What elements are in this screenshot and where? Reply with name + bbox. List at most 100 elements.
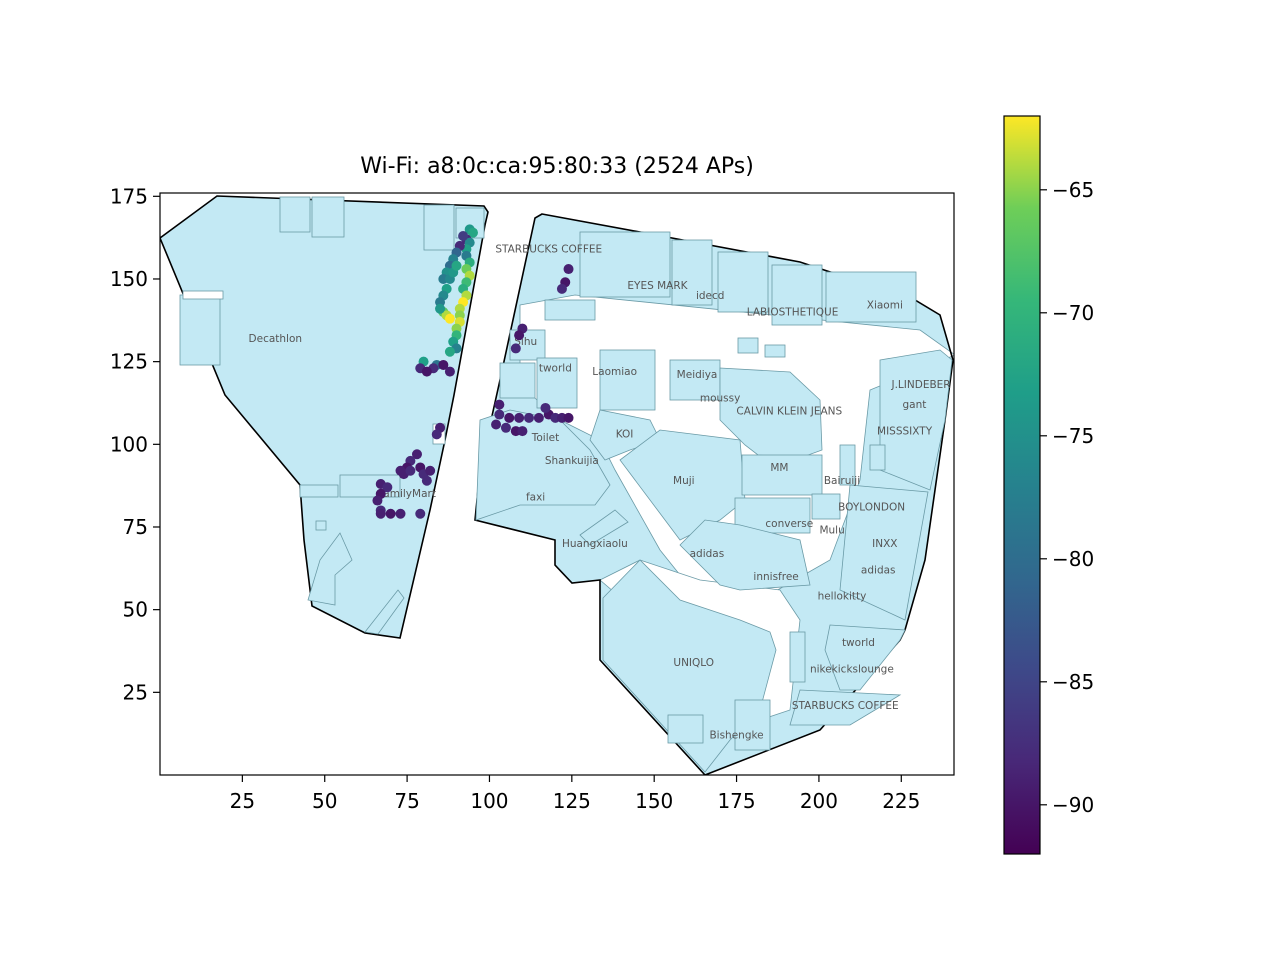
wifi-point (467, 227, 478, 238)
shop-unit (811, 493, 841, 520)
corridor (182, 290, 224, 300)
shop-unit (771, 264, 823, 326)
shop-unit (839, 444, 856, 486)
wifi-point (421, 366, 432, 377)
shop-label: adidas (861, 564, 896, 576)
shop-unit (741, 454, 823, 496)
shop-label: faxi (526, 492, 545, 504)
colorbar: −65 −70 −75 −80 −85 −90 (1003, 115, 1094, 855)
shop-unit (764, 344, 786, 358)
shop-unit (599, 349, 656, 411)
y-tick-label: 150 (110, 267, 148, 291)
shop-label: gant (903, 399, 927, 411)
wifi-point (514, 330, 525, 341)
shop-unit (179, 294, 221, 366)
x-tick-label: 75 (394, 789, 419, 813)
wifi-point-layer (372, 224, 574, 519)
y-tick-label: 75 (123, 515, 148, 539)
map-area: STARBUCKS COFFEE EYES MARK idecd LABIOSTHET… (160, 195, 954, 775)
wifi-point (385, 508, 396, 519)
wifi-point (372, 495, 383, 506)
shop-unit (364, 589, 405, 635)
wifi-point (425, 465, 436, 476)
shop-unit (619, 429, 746, 541)
shop-unit (667, 714, 704, 744)
shop-label: LABIOSTHETIQUE (747, 306, 839, 318)
shop-unit (869, 444, 886, 471)
shop-label: Shankuijia (545, 455, 599, 467)
shop-label: KOI (616, 429, 634, 441)
y-tick-label: 100 (110, 432, 148, 456)
shop-label: Huangxiaolu (562, 538, 628, 550)
shop-unit (536, 357, 578, 409)
shop-unit (717, 251, 769, 313)
wifi-point (411, 449, 422, 460)
shop-label: MISSSIXTY (877, 425, 933, 437)
shop-unit (734, 699, 771, 751)
wifi-point (458, 230, 469, 241)
wifi-point (540, 402, 551, 413)
shop-label: moussy (700, 392, 740, 404)
shop-unit (307, 532, 353, 606)
shop-label: STARBUCKS COFFEE (495, 244, 602, 256)
shop-label: MM (770, 462, 788, 474)
wifi-point (415, 508, 426, 519)
wifi-point (438, 359, 449, 370)
x-tick-label: 50 (312, 789, 337, 813)
left-building-outline (160, 195, 489, 639)
shop-unit (589, 409, 661, 461)
chart-title: Wi-Fi: a8:0c:ca:95:80:33 (2524 APs) (360, 154, 754, 179)
wifi-point (444, 366, 455, 377)
wifi-point (395, 508, 406, 519)
wifi-point (491, 419, 502, 430)
shop-unit (789, 689, 902, 726)
wifi-point (510, 343, 521, 354)
shop-unit (824, 624, 906, 691)
wifi-point (563, 264, 574, 275)
shop-unit (737, 337, 759, 354)
shop-unit (825, 271, 917, 323)
colorbar-tick-label: −80 (1052, 547, 1094, 571)
shop-unit (579, 509, 629, 546)
plot-frame (159, 192, 955, 776)
wifi-point (494, 399, 505, 410)
shop-label-layer: STARBUCKS COFFEE EYES MARK idecd LABIOSTHET… (249, 244, 951, 742)
x-tick-label: 125 (553, 789, 591, 813)
shop-label: hellokitty (818, 591, 867, 603)
shop-unit (679, 519, 811, 591)
x-tick-label: 175 (717, 789, 755, 813)
wifi-point (444, 313, 455, 324)
x-tick-label: 200 (800, 789, 838, 813)
shop-label: Toilet (531, 432, 559, 444)
shop-unit (279, 196, 311, 233)
wifi-point (500, 422, 511, 433)
shop-unit (669, 359, 721, 401)
shop-unit (839, 484, 929, 621)
wifi-point (451, 260, 462, 271)
shop-label: tworld (539, 363, 572, 375)
shop-unit (299, 484, 339, 498)
shop-label: EYES MARK (627, 280, 688, 292)
right-building (474, 213, 954, 775)
x-tick-label: 100 (470, 789, 508, 813)
shop-unit (315, 520, 327, 531)
wifi-point (494, 409, 505, 420)
wifi-point (444, 346, 455, 357)
axis-tick-layer: 25 50 75 100 125 150 175 200 225 25 50 75 100 125 150 1… (110, 184, 921, 813)
shop-label: Laomiao (592, 366, 637, 378)
shop-unit (499, 362, 536, 399)
shop-label: INXX (872, 538, 897, 550)
y-tick-label: 175 (110, 184, 148, 208)
wifi-point (517, 426, 528, 437)
y-tick-label: 125 (110, 350, 148, 374)
wifi-point (375, 508, 386, 519)
shop-unit (879, 349, 953, 491)
wifi-point (435, 303, 446, 314)
shop-unit (544, 299, 596, 321)
wifi-point (563, 412, 574, 423)
y-tick-label: 25 (123, 680, 148, 704)
shop-label: UNIQLO (673, 657, 714, 669)
wifi-point (533, 412, 544, 423)
colorbar-tick-label: −70 (1052, 301, 1094, 325)
